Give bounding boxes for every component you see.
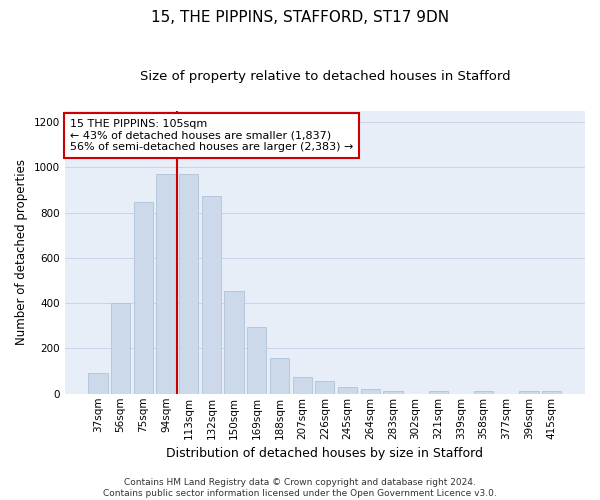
Bar xyxy=(224,290,244,394)
Bar xyxy=(474,392,493,394)
Bar xyxy=(179,174,199,394)
Bar xyxy=(202,196,221,394)
Bar xyxy=(428,392,448,394)
Bar xyxy=(383,392,403,394)
X-axis label: Distribution of detached houses by size in Stafford: Distribution of detached houses by size … xyxy=(166,447,484,460)
Title: Size of property relative to detached houses in Stafford: Size of property relative to detached ho… xyxy=(140,70,510,83)
Text: 15 THE PIPPINS: 105sqm
← 43% of detached houses are smaller (1,837)
56% of semi-: 15 THE PIPPINS: 105sqm ← 43% of detached… xyxy=(70,119,353,152)
Bar xyxy=(270,358,289,394)
Bar xyxy=(88,374,107,394)
Bar xyxy=(315,382,334,394)
Y-axis label: Number of detached properties: Number of detached properties xyxy=(15,159,28,345)
Bar xyxy=(338,387,357,394)
Bar xyxy=(111,303,130,394)
Bar xyxy=(542,392,562,394)
Text: 15, THE PIPPINS, STAFFORD, ST17 9DN: 15, THE PIPPINS, STAFFORD, ST17 9DN xyxy=(151,10,449,25)
Bar xyxy=(520,392,539,394)
Bar xyxy=(134,202,153,394)
Bar xyxy=(157,174,176,394)
Text: Contains HM Land Registry data © Crown copyright and database right 2024.
Contai: Contains HM Land Registry data © Crown c… xyxy=(103,478,497,498)
Bar xyxy=(361,389,380,394)
Bar xyxy=(293,377,312,394)
Bar xyxy=(247,327,266,394)
